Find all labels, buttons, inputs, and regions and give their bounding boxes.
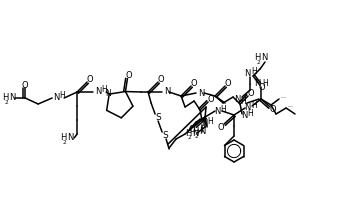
Text: H: H — [59, 92, 65, 101]
Text: H: H — [247, 109, 253, 118]
Text: N: N — [95, 88, 101, 97]
Text: H: H — [192, 127, 198, 136]
Text: O: O — [125, 71, 132, 80]
Text: N: N — [261, 54, 267, 63]
Text: O: O — [218, 122, 224, 131]
Text: H: H — [220, 105, 226, 113]
Text: O: O — [189, 125, 195, 134]
Text: N: N — [244, 70, 250, 79]
Text: H: H — [254, 54, 260, 63]
Text: H: H — [251, 67, 257, 76]
Text: O: O — [248, 88, 254, 97]
Text: O: O — [22, 80, 28, 89]
Text: O: O — [158, 75, 164, 84]
Text: 2: 2 — [194, 134, 198, 139]
Text: N: N — [254, 80, 260, 88]
Text: N: N — [53, 93, 60, 102]
Text: H: H — [101, 85, 107, 94]
Text: O: O — [87, 75, 93, 84]
Text: 2: 2 — [62, 140, 66, 145]
Text: N: N — [192, 129, 198, 138]
Text: N: N — [234, 96, 240, 105]
Text: H: H — [240, 97, 246, 106]
Text: H: H — [60, 134, 66, 143]
Text: N: N — [214, 106, 220, 116]
Text: N: N — [198, 88, 204, 97]
Text: N: N — [201, 118, 208, 127]
Text: N: N — [67, 134, 74, 143]
Text: 2: 2 — [5, 100, 8, 105]
Text: 2: 2 — [256, 60, 260, 65]
Text: N: N — [164, 88, 170, 97]
Text: O: O — [225, 79, 231, 88]
Text: ···: ··· — [287, 105, 293, 109]
Text: N: N — [9, 93, 15, 102]
Text: H: H — [207, 117, 213, 126]
Text: O: O — [270, 105, 276, 114]
Text: H: H — [2, 93, 8, 102]
Text: H: H — [262, 79, 268, 88]
Text: S: S — [155, 113, 161, 122]
Text: H: H — [185, 129, 191, 138]
Text: N: N — [105, 89, 111, 98]
Text: ···: ··· — [280, 96, 286, 101]
Text: N: N — [244, 104, 250, 113]
Text: O: O — [259, 83, 265, 92]
Text: N: N — [241, 112, 247, 121]
Text: O: O — [191, 79, 197, 88]
Text: N: N — [199, 127, 205, 136]
Text: H: H — [251, 101, 257, 110]
Text: O: O — [208, 94, 215, 104]
Text: 2: 2 — [187, 135, 191, 140]
Text: S: S — [162, 130, 168, 139]
